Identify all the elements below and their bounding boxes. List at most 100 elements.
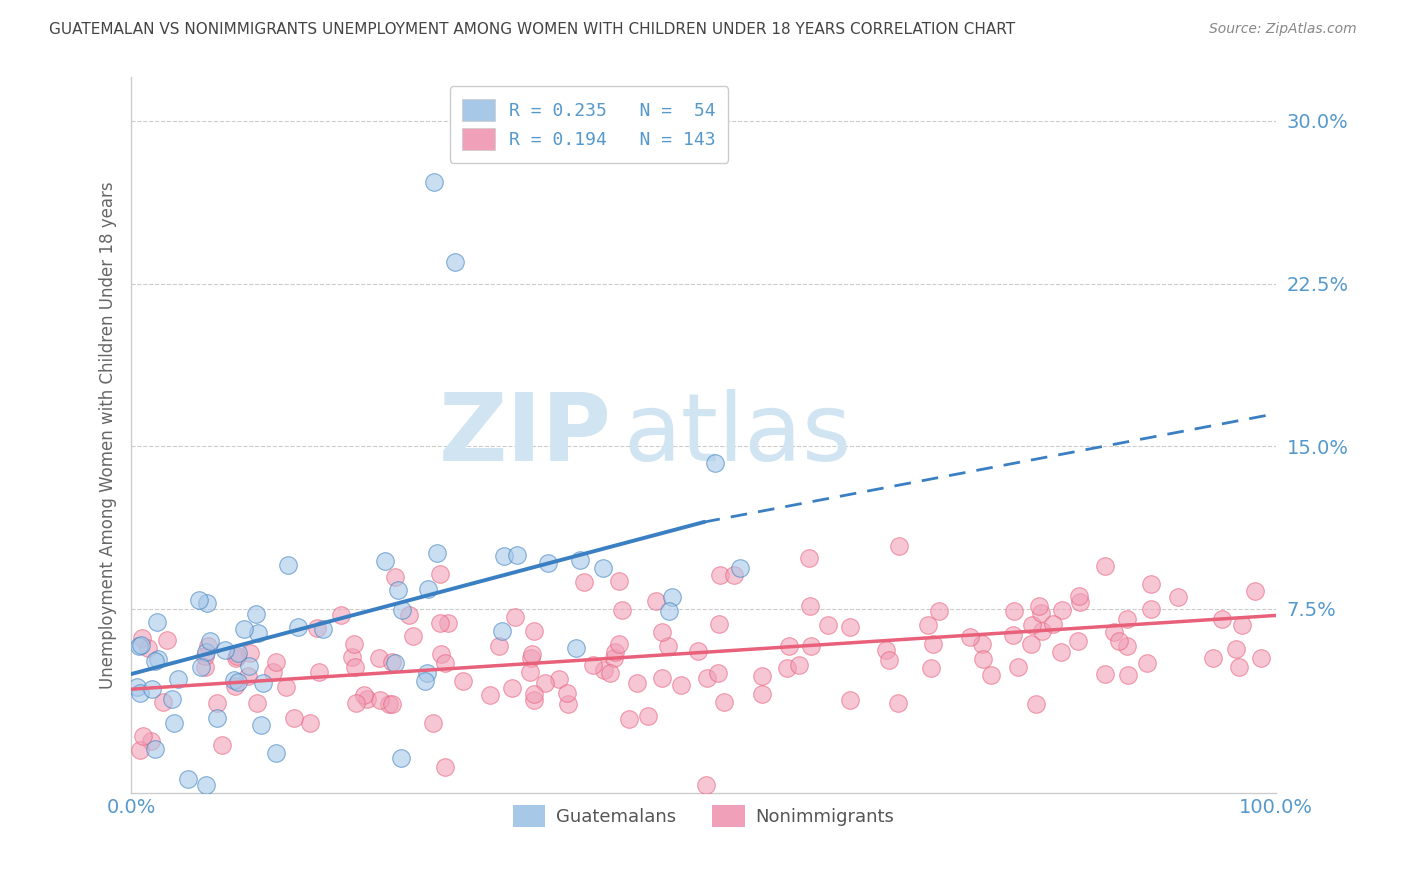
Point (198, 634, 221, 648)
Point (380, 655, 402, 669)
Point (214, 643, 236, 657)
Point (143, 741, 166, 756)
Point (644, 593, 666, 607)
Point (1042, 616, 1064, 631)
Point (160, 691, 183, 706)
Point (226, 648, 249, 663)
Point (1115, 612, 1137, 626)
Point (799, 550, 821, 565)
Point (205, 697, 228, 711)
Point (344, 660, 367, 674)
Point (592, 561, 614, 575)
Point (751, 687, 773, 701)
Point (224, 673, 246, 687)
Point (429, 567, 451, 582)
Point (887, 540, 910, 554)
Point (283, 711, 305, 725)
Point (266, 746, 288, 760)
Point (340, 650, 363, 665)
Point (730, 561, 752, 575)
Point (522, 624, 544, 639)
Point (128, 686, 150, 700)
Point (1019, 637, 1042, 651)
Point (378, 697, 401, 711)
Point (194, 660, 217, 674)
Point (262, 665, 284, 679)
Point (368, 693, 391, 707)
Point (188, 593, 211, 607)
Point (233, 623, 256, 637)
Point (1031, 624, 1053, 639)
Point (398, 607, 420, 622)
Point (1067, 589, 1090, 603)
Point (609, 637, 631, 651)
Point (329, 608, 352, 623)
Point (479, 688, 502, 702)
Point (374, 553, 396, 567)
Point (1108, 634, 1130, 648)
Point (686, 644, 709, 658)
Point (920, 661, 942, 675)
Point (387, 582, 409, 597)
Point (194, 645, 217, 659)
Point (610, 603, 633, 617)
Point (422, 716, 444, 731)
Point (433, 760, 456, 774)
Point (225, 651, 247, 665)
Y-axis label: Unemployment Among Women with Children Under 18 years: Unemployment Among Women with Children U… (100, 182, 117, 690)
Point (381, 698, 404, 712)
Point (557, 697, 579, 711)
Point (413, 674, 436, 689)
Point (707, 666, 730, 681)
Point (565, 640, 588, 655)
Text: atlas: atlas (623, 390, 852, 482)
Point (437, 615, 460, 630)
Point (651, 671, 673, 685)
Point (1021, 618, 1043, 632)
Point (537, 556, 560, 570)
Point (141, 734, 163, 748)
Point (671, 678, 693, 692)
Point (1002, 604, 1025, 618)
Point (444, 255, 467, 269)
Point (603, 651, 626, 665)
Point (226, 675, 249, 690)
Point (131, 638, 153, 652)
Point (246, 626, 269, 640)
Point (980, 668, 1002, 682)
Point (494, 549, 516, 564)
Point (488, 639, 510, 653)
Point (817, 617, 839, 632)
Point (568, 552, 591, 566)
Point (839, 620, 862, 634)
Point (599, 666, 621, 681)
Point (970, 636, 993, 650)
Point (1116, 668, 1139, 682)
Point (776, 661, 799, 675)
Point (197, 639, 219, 653)
Point (205, 711, 228, 725)
Point (503, 609, 526, 624)
Point (245, 607, 267, 622)
Point (1225, 641, 1247, 656)
Text: Source: ZipAtlas.com: Source: ZipAtlas.com (1209, 22, 1357, 37)
Point (1094, 559, 1116, 574)
Point (704, 456, 727, 470)
Point (555, 686, 578, 700)
Point (1136, 657, 1159, 671)
Point (146, 615, 169, 629)
Point (922, 637, 945, 651)
Point (1244, 583, 1267, 598)
Point (695, 778, 717, 792)
Point (879, 652, 901, 666)
Point (523, 687, 546, 701)
Point (1139, 601, 1161, 615)
Point (429, 616, 451, 631)
Point (211, 738, 233, 752)
Point (709, 568, 731, 582)
Point (190, 659, 212, 673)
Point (131, 631, 153, 645)
Point (799, 639, 821, 653)
Point (1102, 624, 1125, 639)
Point (658, 604, 681, 618)
